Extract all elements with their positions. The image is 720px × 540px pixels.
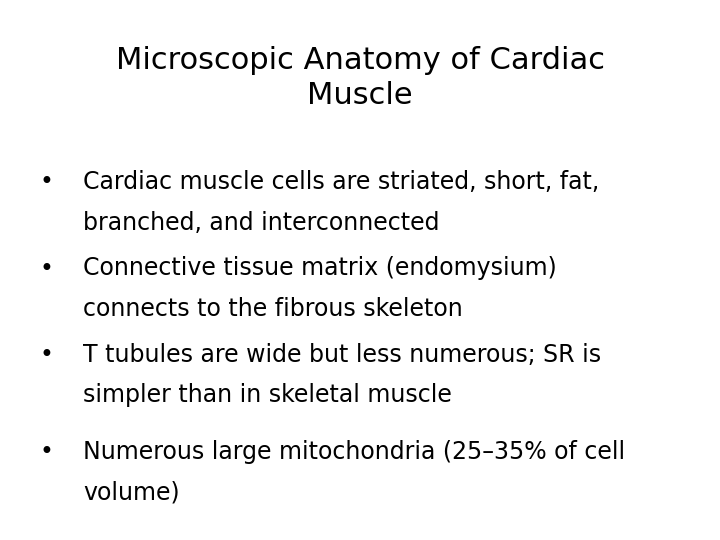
Text: Microscopic Anatomy of Cardiac
Muscle: Microscopic Anatomy of Cardiac Muscle xyxy=(115,46,605,110)
Text: volume): volume) xyxy=(83,481,179,504)
Text: Cardiac muscle cells are striated, short, fat,: Cardiac muscle cells are striated, short… xyxy=(83,170,599,194)
Text: •: • xyxy=(40,343,53,367)
Text: •: • xyxy=(40,440,53,464)
Text: connects to the fibrous skeleton: connects to the fibrous skeleton xyxy=(83,297,462,321)
Text: Connective tissue matrix (endomysium): Connective tissue matrix (endomysium) xyxy=(83,256,557,280)
Text: •: • xyxy=(40,170,53,194)
Text: T tubules are wide but less numerous; SR is: T tubules are wide but less numerous; SR… xyxy=(83,343,601,367)
Text: simpler than in skeletal muscle: simpler than in skeletal muscle xyxy=(83,383,451,407)
Text: branched, and interconnected: branched, and interconnected xyxy=(83,211,439,234)
Text: •: • xyxy=(40,256,53,280)
Text: Numerous large mitochondria (25–35% of cell: Numerous large mitochondria (25–35% of c… xyxy=(83,440,625,464)
